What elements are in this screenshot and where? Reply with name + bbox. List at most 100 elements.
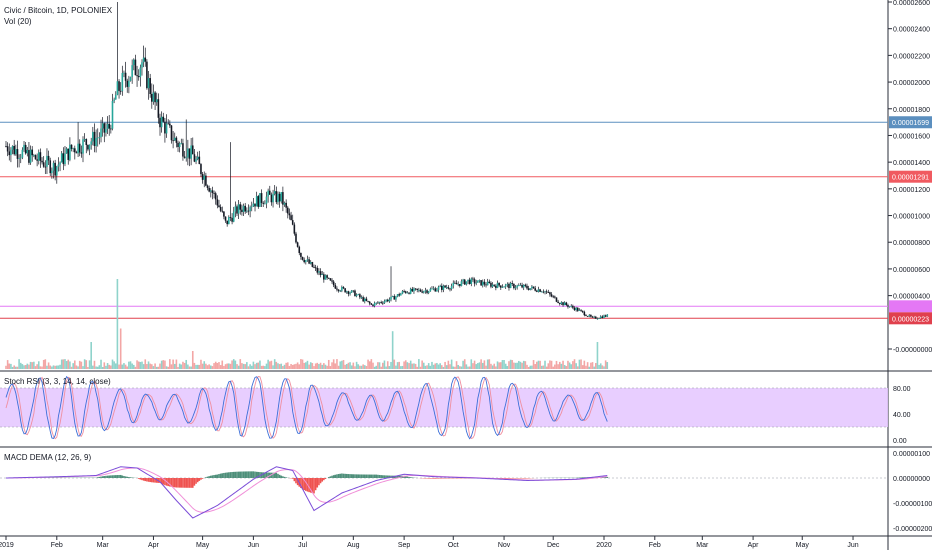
volume-bar <box>377 362 379 369</box>
volume-bar <box>588 367 590 369</box>
macd-histogram-bar <box>277 474 279 478</box>
candle-body <box>502 287 504 288</box>
volume-bar <box>393 360 395 369</box>
macd-histogram-bar <box>361 474 363 478</box>
volume-bar <box>318 364 320 369</box>
candle-body <box>244 206 246 212</box>
volume-bar <box>592 362 594 369</box>
candle-body <box>362 297 364 301</box>
candle-body <box>61 153 63 162</box>
volume-bar <box>105 366 107 369</box>
time-tick-label: Nov <box>498 542 511 549</box>
candle-body <box>438 287 440 290</box>
volume-bar <box>92 366 94 369</box>
candle-body <box>120 91 122 92</box>
volume-bar <box>185 360 187 369</box>
time-tick-label: Apr <box>748 542 760 549</box>
candle-body <box>529 288 531 290</box>
candle-body <box>518 285 520 286</box>
volume-bar <box>251 366 253 369</box>
volume-bar <box>466 364 468 369</box>
volume-bar <box>561 364 563 369</box>
volume-bar <box>521 363 523 369</box>
macd-histogram-bar <box>123 476 125 478</box>
volume-bar <box>115 363 117 369</box>
volume-bar <box>189 366 191 369</box>
macd-histogram-bar <box>172 478 174 487</box>
volume-bar <box>421 361 423 369</box>
macd-histogram-bar <box>179 478 181 488</box>
volume-bar <box>470 359 472 369</box>
volume-bar <box>461 367 463 369</box>
candle-body <box>428 291 430 293</box>
volume-bar <box>412 364 414 369</box>
volume-bar <box>479 362 481 369</box>
candle-body <box>597 319 599 320</box>
volume-bar <box>149 364 151 369</box>
volume-bar <box>364 365 366 369</box>
candle-body <box>200 164 202 174</box>
candle-body <box>276 191 278 202</box>
candle-body <box>544 291 546 292</box>
volume-bar <box>533 360 535 369</box>
macd-histogram-bar <box>346 474 348 478</box>
price-tick-label: -0.00000000 <box>893 347 932 354</box>
macd-histogram-bar <box>369 475 371 478</box>
volume-bar <box>498 362 500 369</box>
candle-body <box>159 118 161 127</box>
candle-body <box>605 315 607 316</box>
volume-bar <box>351 365 353 369</box>
volume-bar <box>246 362 248 369</box>
volume-bar <box>259 361 261 369</box>
volume-bar <box>228 363 230 369</box>
candle-body <box>305 260 307 262</box>
volume-bar <box>5 366 7 369</box>
time-tick-label: May <box>196 542 210 549</box>
volume-bar <box>43 360 45 369</box>
candle-body <box>195 159 197 162</box>
volume-bar <box>485 366 487 369</box>
macd-histogram-bar <box>107 476 109 478</box>
candle-body <box>325 275 327 279</box>
candle-body <box>28 150 30 163</box>
candle-body <box>215 193 217 199</box>
macd-histogram-bar <box>235 472 237 478</box>
macd-histogram-bar <box>236 472 238 478</box>
volume-bar <box>30 362 32 369</box>
candle-body <box>392 296 394 297</box>
candle-body <box>290 215 292 220</box>
macd-histogram-bar <box>385 475 387 478</box>
time-tick-label: 2020 <box>596 542 612 549</box>
volume-bar <box>18 359 20 369</box>
volume-bar <box>158 367 160 369</box>
volume-bar <box>423 363 425 369</box>
volume-bar <box>472 363 474 369</box>
volume-bar <box>182 362 184 369</box>
volume-bar <box>51 367 53 369</box>
price-tick-label: 0.00001000 <box>893 214 930 221</box>
volume-bar <box>76 365 78 369</box>
volume-bar <box>69 361 71 369</box>
candle-body <box>587 316 589 317</box>
volume-bar <box>598 365 600 369</box>
macd-histogram-bar <box>115 475 117 478</box>
candle-body <box>64 154 66 165</box>
candle-body <box>249 207 251 211</box>
volume-bar <box>41 367 43 369</box>
macd-histogram-bar <box>143 478 145 481</box>
candle-body <box>72 148 74 149</box>
volume-bar <box>392 331 394 369</box>
candle-body <box>118 81 120 91</box>
volume-bar <box>543 366 545 369</box>
candle-body <box>516 285 518 287</box>
volume-bar <box>215 362 217 369</box>
candle-body <box>128 81 130 87</box>
volume-bar <box>264 366 266 369</box>
volume-bar <box>59 365 61 369</box>
volume-bar <box>276 362 278 369</box>
candle-body <box>104 123 106 132</box>
candle-body <box>100 129 102 138</box>
macd-histogram-bar <box>372 475 374 478</box>
